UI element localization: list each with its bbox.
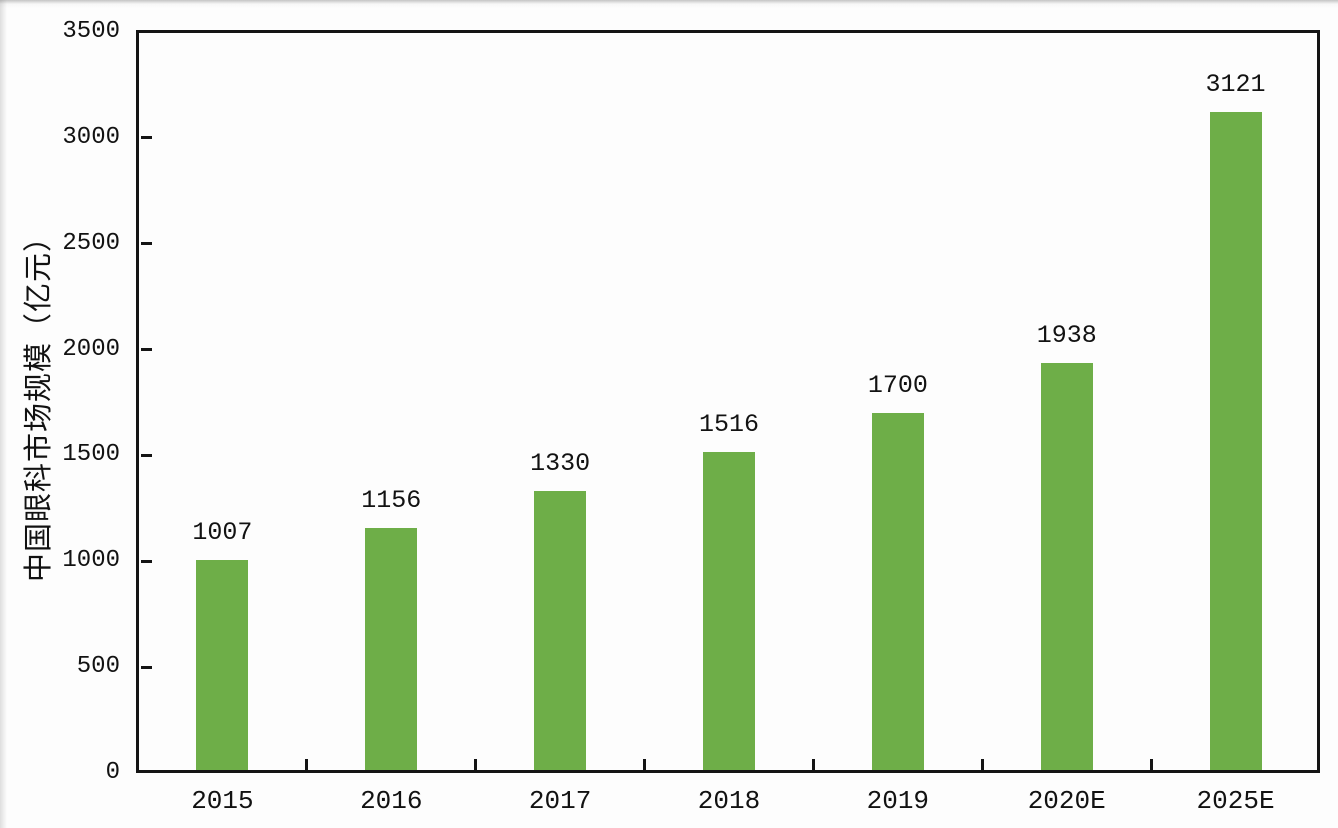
bar-value-label-2025E: 3121 — [1205, 70, 1266, 100]
bar-value-label-2019: 1700 — [867, 371, 928, 401]
top-edge-shading — [0, 0, 1338, 8]
y-tick-label-3000: 3000 — [62, 123, 120, 151]
y-tick-mark-2000 — [141, 348, 152, 352]
x-tick-mark-5 — [980, 759, 984, 770]
x-tick-label-2015: 2015 — [191, 786, 254, 816]
x-tick-mark-6 — [1149, 759, 1153, 770]
y-axis-title: 中国眼科市场规模（亿元） — [23, 221, 55, 583]
left-edge-shading — [0, 0, 7, 828]
y-tick-label-3500: 3500 — [62, 18, 120, 45]
bar-2018 — [703, 452, 755, 772]
y-tick-label-1500: 1500 — [62, 441, 120, 469]
bar-2016 — [365, 528, 418, 772]
x-tick-mark-2 — [474, 759, 478, 770]
y-tick-mark-3000 — [141, 136, 152, 140]
bar-value-label-2016: 1156 — [361, 486, 422, 516]
bar-value-label-2018: 1516 — [698, 410, 759, 440]
x-tick-label-2016: 2016 — [360, 786, 423, 816]
y-tick-label-2500: 2500 — [62, 229, 120, 257]
y-tick-label-1000: 1000 — [62, 547, 120, 575]
bar-2025E — [1209, 112, 1262, 772]
y-tick-mark-1000 — [141, 559, 152, 563]
x-tick-label-2025E: 2025E — [1196, 786, 1275, 816]
bar-2020E — [1040, 362, 1093, 772]
y-tick-mark-2500 — [141, 242, 152, 246]
x-tick-mark-4 — [811, 759, 815, 770]
bar-value-label-2017: 1330 — [530, 449, 591, 479]
bar-2017 — [534, 491, 587, 772]
y-tick-label-0: 0 — [105, 759, 120, 786]
bar-value-label-2015: 1007 — [192, 517, 253, 547]
x-tick-label-2019: 2019 — [866, 786, 930, 816]
x-tick-label-2017: 2017 — [528, 786, 592, 816]
bar-value-label-2020E: 1938 — [1036, 320, 1097, 350]
x-tick-mark-1 — [305, 759, 309, 770]
x-tick-label-2018: 2018 — [697, 786, 761, 816]
y-tick-mark-500 — [141, 665, 152, 669]
bar-2015 — [196, 559, 249, 772]
y-tick-label-2000: 2000 — [62, 335, 120, 363]
x-tick-label-2020E: 2020E — [1027, 786, 1106, 816]
bar-2019 — [871, 413, 924, 772]
y-tick-label-500: 500 — [76, 653, 120, 681]
y-tick-mark-1500 — [141, 453, 152, 457]
x-tick-mark-3 — [643, 759, 647, 770]
